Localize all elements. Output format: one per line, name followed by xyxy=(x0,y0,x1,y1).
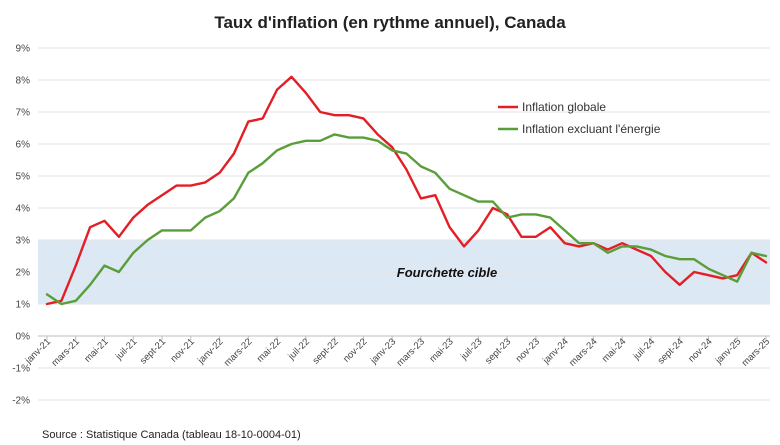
x-tick-label: janv-24 xyxy=(540,336,571,367)
y-tick-label: -2% xyxy=(12,396,30,407)
x-tick-label: mars-24 xyxy=(567,336,599,368)
y-tick-label: 8% xyxy=(16,76,31,87)
x-tick-label: mai-23 xyxy=(427,336,455,364)
y-tick-label: 3% xyxy=(16,236,31,247)
y-tick-label: 7% xyxy=(16,108,31,119)
y-tick-label: 6% xyxy=(16,140,31,151)
chart-title: Taux d'inflation (en rythme annuel), Can… xyxy=(214,13,566,32)
x-tick-label: sept-21 xyxy=(138,336,168,366)
y-tick-label: 5% xyxy=(16,172,31,183)
series-line-headline xyxy=(45,75,768,306)
y-tick-label: 1% xyxy=(16,300,31,311)
y-tick-label: 2% xyxy=(16,268,31,279)
y-tick-label: 9% xyxy=(16,44,31,55)
x-tick-label: juil-24 xyxy=(631,336,657,362)
x-tick-label: juil-22 xyxy=(286,336,312,362)
x-tick-label: mars-22 xyxy=(222,336,254,368)
series-line-ex-energy xyxy=(45,133,768,306)
x-tick-label: mars-25 xyxy=(740,336,772,368)
x-tick-label: mai-21 xyxy=(82,336,110,364)
x-tick-label: mars-23 xyxy=(395,336,427,368)
x-tick-label: mai-24 xyxy=(600,336,628,364)
x-tick-label: juil-21 xyxy=(113,336,139,362)
x-tick-label: janv-22 xyxy=(195,336,226,367)
x-tick-label: sept-23 xyxy=(483,336,513,366)
legend-label: Inflation globale xyxy=(522,100,606,114)
x-tick-label: juil-23 xyxy=(458,336,484,362)
x-tick-label: janv-23 xyxy=(368,336,399,367)
y-tick-label: -1% xyxy=(12,364,30,375)
y-tick-label: 0% xyxy=(16,332,31,343)
x-tick-label: janv-25 xyxy=(713,336,744,367)
y-tick-label: 4% xyxy=(16,204,31,215)
x-tick-label: mars-21 xyxy=(49,336,81,368)
target-band-label: Fourchette cible xyxy=(397,265,497,280)
legend-label: Inflation excluant l'énergie xyxy=(522,122,661,136)
x-tick-label: nov-21 xyxy=(169,336,197,364)
x-tick-label: nov-24 xyxy=(686,336,714,364)
x-tick-label: sept-22 xyxy=(311,336,341,366)
x-tick-label: nov-22 xyxy=(341,336,369,364)
x-tick-label: nov-23 xyxy=(514,336,542,364)
x-tick-label: mai-22 xyxy=(255,336,283,364)
source-note: Source : Statistique Canada (tableau 18-… xyxy=(42,429,301,441)
x-tick-label: sept-24 xyxy=(656,336,686,366)
